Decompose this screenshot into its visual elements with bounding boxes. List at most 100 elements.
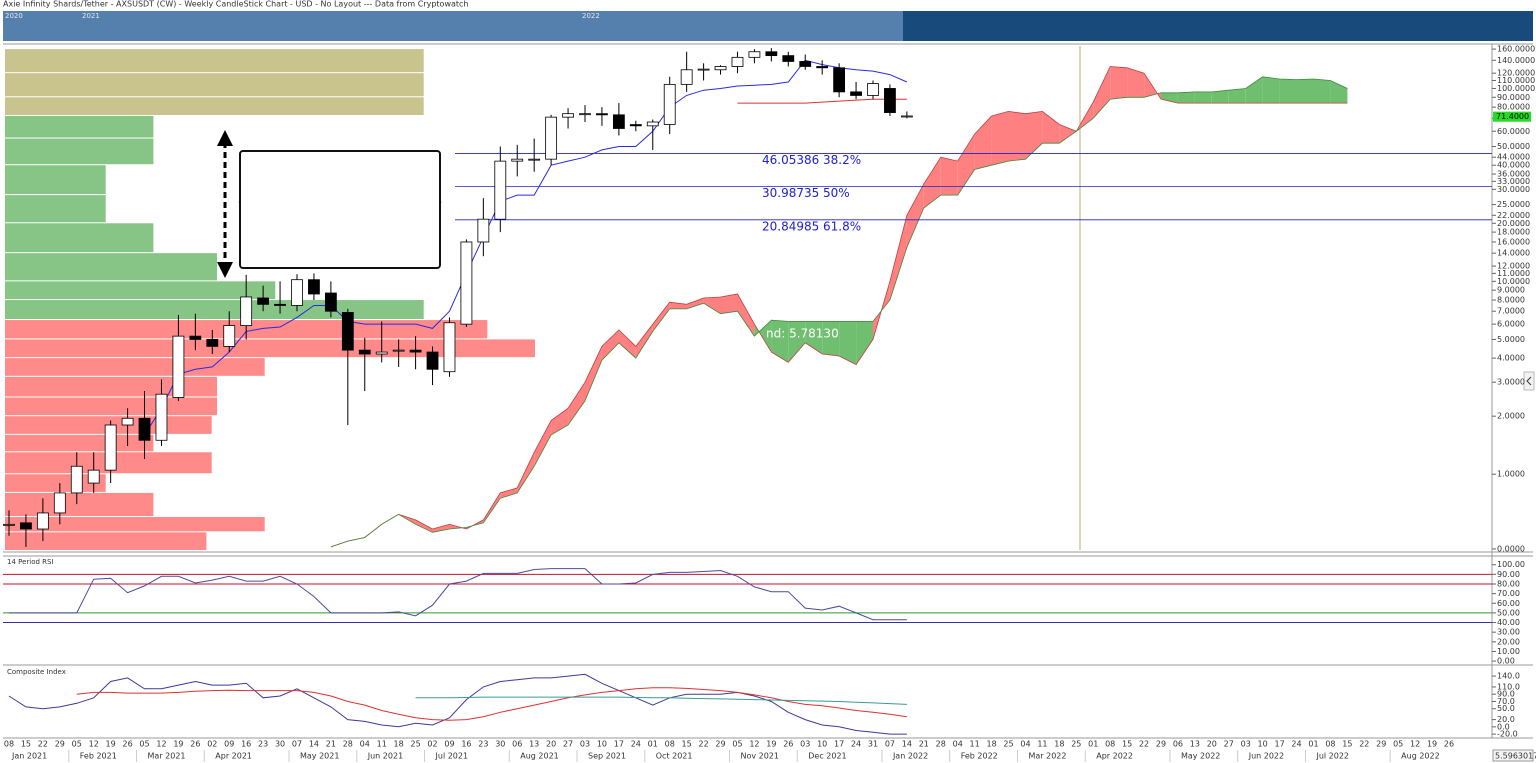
navigator-window[interactable] [3,11,903,41]
y-tick-label: 90.0000 [1497,93,1530,102]
x-month-label: Jul 2021 [435,752,469,761]
x-tick-label: 26 [122,740,132,749]
x-tick-label: 07 [292,740,302,749]
x-tick-label: 19 [106,740,116,749]
x-tick-label: 12 [156,740,166,749]
x-tick-label: 01 [648,740,658,749]
x-month-label: May 2021 [300,752,339,761]
candle-body [850,91,862,96]
y-tick-label: 1.0000 [1497,470,1525,479]
x-tick-label: 10 [1258,740,1268,749]
last-price-tag [1493,111,1531,122]
side-tab-arrow [1526,376,1532,386]
cloud-span-a [330,66,1348,548]
cloud-segment [923,157,941,208]
candle-body [223,325,236,347]
x-tick-label: 19 [173,740,183,749]
candle-body [900,115,913,118]
volume-profile-bar [5,138,154,165]
candle-body [680,69,693,85]
y-tick-label: 40.0000 [1497,161,1530,170]
x-tick-label: 03 [1241,740,1251,749]
candle-body [53,492,66,514]
fib-ratio: 50% [823,186,850,200]
x-tick-label: 08 [4,740,14,749]
cloud-segment [737,294,755,337]
x-tick-label: 04 [1020,740,1030,749]
x-month-label: Aug 2021 [520,752,559,761]
x-month-label: Jun 2022 [1248,752,1284,761]
x-tick-label: 03 [800,740,810,749]
candle-body [833,67,846,93]
x-tick-label: 17 [834,740,844,749]
cloud-segment [805,321,823,354]
x-tick-label: 05 [732,740,742,749]
x-month-label: Aug 2022 [1401,752,1440,761]
x-tick-label: 10 [817,740,827,749]
cloud-segment [1194,91,1212,104]
candle-body [663,83,676,125]
cloud-segment [754,320,772,353]
y-tick-label: 10.00 [1497,647,1520,656]
cloud-segment [957,134,975,196]
side-tab[interactable] [1523,371,1535,391]
y-tick-label: 0.0000 [1497,544,1525,553]
x-tick-label: 24 [851,740,861,749]
cloud-segment [1211,90,1229,104]
y-tick-label: 22.0000 [1497,211,1530,220]
x-tick-label: 07 [885,740,895,749]
y-tick-label: 10.0000 [1497,277,1530,286]
y-tick-label: 20.0 [1497,715,1515,724]
candle-body [240,296,253,326]
cloud-segment [974,116,992,170]
x-tick-label: 16 [461,740,471,749]
x-month-label: Mar 2021 [148,752,186,761]
volume-profile-bar [5,97,424,115]
cloud-segment [1228,88,1246,104]
x-month-label: Oct 2021 [656,752,693,761]
x-tick-label: 27 [1224,740,1234,749]
x-tick-label: 29 [715,740,725,749]
x-month-label: Apr 2021 [215,752,252,761]
candle-body [70,465,83,494]
cloud-segment [839,321,857,365]
fib-price: 46.05386 [762,153,819,167]
x-tick-label: 19 [766,740,776,749]
candle-body [257,297,270,305]
cloud-segment [1042,111,1060,144]
x-tick-label: 11 [970,740,980,749]
x-tick-label: 08 [1325,740,1335,749]
x-tick-label: 19 [1427,740,1437,749]
candle-body [358,349,371,355]
candle-body [172,335,185,398]
y-tick-label: 18.0000 [1497,228,1530,237]
y-tick-label: 9.0000 [1497,286,1525,295]
x-tick-label: 17 [1274,740,1284,749]
candle-body [324,292,337,312]
y-tick-label: 44.0000 [1497,153,1530,162]
x-tick-label: 06 [1173,740,1183,749]
candle-body [36,512,49,530]
candle-body [274,303,286,306]
y-tick-label: 60.0000 [1497,127,1530,136]
x-tick-label: 12 [89,740,99,749]
x-tick-label: 22 [1359,740,1369,749]
volume-profile-bar [5,165,106,195]
candle-body [646,121,659,127]
candle-body [20,522,32,530]
volume-profile-bar [5,376,217,397]
candle-body [409,349,422,353]
y-tick-label: 50.0000 [1497,142,1530,151]
volume-profile-bar [5,73,424,97]
x-tick-label: 18 [1054,740,1064,749]
y-tick-label: 100.00 [1497,560,1525,569]
cloud-segment [500,487,518,499]
x-tick-label: 13 [529,740,539,749]
x-tick-label: 21 [326,740,336,749]
cloud-segment [686,298,704,309]
y-tick-label: 90.0 [1497,690,1515,699]
cloud-segment [652,302,670,332]
x-tick-label: 23 [258,740,268,749]
